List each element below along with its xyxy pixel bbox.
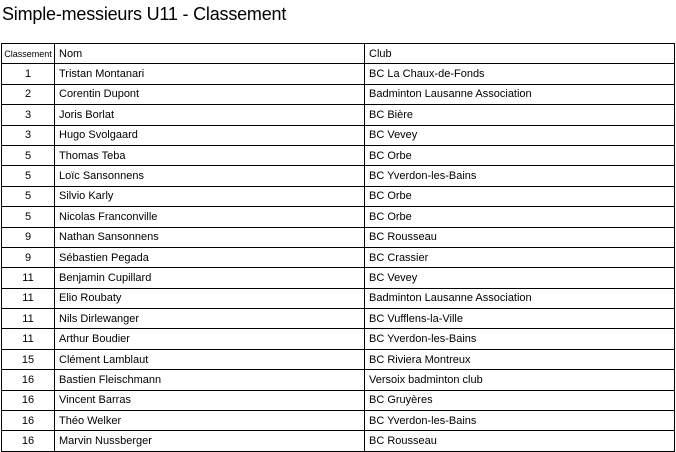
table-row: 11 Nils Dirlewanger BC Vufflens-la-Ville bbox=[1, 308, 675, 330]
name-cell: Vincent Barras bbox=[54, 389, 365, 412]
name-cell: Thomas Teba bbox=[54, 144, 365, 167]
table-row: 1 Tristan Montanari BC La Chaux-de-Fonds bbox=[1, 63, 675, 85]
club-cell: BC Crassier bbox=[364, 246, 675, 269]
club-cell: BC La Chaux-de-Fonds bbox=[364, 63, 675, 85]
name-cell: Corentin Dupont bbox=[54, 83, 365, 106]
rank-cell: 9 bbox=[1, 226, 55, 248]
table-row: 9 Sébastien Pegada BC Crassier bbox=[1, 246, 675, 269]
club-cell: Badminton Lausanne Association bbox=[364, 287, 675, 310]
rank-cell: 11 bbox=[1, 328, 55, 350]
club-cell: BC Yverdon-les-Bains bbox=[364, 328, 675, 350]
name-cell: Nicolas Franconville bbox=[54, 206, 365, 228]
rank-cell: 15 bbox=[1, 348, 55, 371]
name-cell: Joris Borlat bbox=[54, 104, 365, 126]
table-row: 16 Bastien Fleischmann Versoix badminton c… bbox=[1, 369, 675, 391]
club-cell: BC Vevey bbox=[364, 124, 675, 146]
rank-cell: 11 bbox=[1, 308, 55, 330]
name-cell: Théo Welker bbox=[54, 410, 365, 432]
rank-cell: 16 bbox=[1, 430, 55, 452]
rank-cell: 16 bbox=[1, 410, 55, 432]
name-cell: Sébastien Pegada bbox=[54, 246, 365, 269]
header-club: Club bbox=[364, 42, 675, 65]
table-row: 11 Arthur Boudier BC Yverdon-les-Bains bbox=[1, 328, 675, 350]
table-row: 16 Marvin Nussberger BC Rousseau bbox=[1, 430, 675, 452]
table-row: 16 Théo Welker BC Yverdon-les-Bains bbox=[1, 410, 675, 432]
table-row: 5 Loïc Sansonnens BC Yverdon-les-Bains bbox=[1, 165, 675, 187]
club-cell: BC Gruyères bbox=[364, 389, 675, 412]
name-cell: Benjamin Cupillard bbox=[54, 267, 365, 289]
club-cell: BC Orbe bbox=[364, 206, 675, 228]
rank-cell: 9 bbox=[1, 246, 55, 269]
name-cell: Hugo Svolgaard bbox=[54, 124, 365, 146]
name-cell: Nils Dirlewanger bbox=[54, 308, 365, 330]
club-cell: BC Yverdon-les-Bains bbox=[364, 410, 675, 432]
rank-cell: 1 bbox=[1, 63, 55, 85]
header-nom: Nom bbox=[54, 42, 365, 65]
name-cell: Elio Roubaty bbox=[54, 287, 365, 310]
club-cell: BC Riviera Montreux bbox=[364, 348, 675, 371]
rank-cell: 16 bbox=[1, 369, 55, 391]
ranking-table: Classement Nom Club 1 Tristan Montanari BC… bbox=[1, 42, 675, 452]
club-cell: BC Vevey bbox=[364, 267, 675, 289]
club-cell: Versoix badminton club bbox=[364, 369, 675, 391]
name-cell: Marvin Nussberger bbox=[54, 430, 365, 452]
table-row: 5 Silvio Karly BC Orbe bbox=[1, 185, 675, 208]
table-row: 16 Vincent Barras BC Gruyères bbox=[1, 389, 675, 412]
table-row: 9 Nathan Sansonnens BC Rousseau bbox=[1, 226, 675, 248]
rank-cell: 11 bbox=[1, 287, 55, 310]
name-cell: Arthur Boudier bbox=[54, 328, 365, 350]
header-classement: Classement bbox=[1, 42, 55, 65]
table-row: 11 Benjamin Cupillard BC Vevey bbox=[1, 267, 675, 289]
rank-cell: 3 bbox=[1, 124, 55, 146]
name-cell: Loïc Sansonnens bbox=[54, 165, 365, 187]
rank-cell: 3 bbox=[1, 104, 55, 126]
rank-cell: 11 bbox=[1, 267, 55, 289]
club-cell: BC Orbe bbox=[364, 144, 675, 167]
club-cell: BC Rousseau bbox=[364, 226, 675, 248]
name-cell: Silvio Karly bbox=[54, 185, 365, 208]
rank-cell: 5 bbox=[1, 206, 55, 228]
name-cell: Tristan Montanari bbox=[54, 63, 365, 85]
table-row: 5 Thomas Teba BC Orbe bbox=[1, 144, 675, 167]
table-row: 2 Corentin Dupont Badminton Lausanne Assoc… bbox=[1, 83, 675, 106]
rank-cell: 2 bbox=[1, 83, 55, 106]
table-row: 15 Clément Lamblaut BC Riviera Montreux bbox=[1, 348, 675, 371]
rank-cell: 16 bbox=[1, 389, 55, 412]
rank-cell: 5 bbox=[1, 144, 55, 167]
name-cell: Bastien Fleischmann bbox=[54, 369, 365, 391]
club-cell: BC Orbe bbox=[364, 185, 675, 208]
club-cell: BC Vufflens-la-Ville bbox=[364, 308, 675, 330]
club-cell: BC Bière bbox=[364, 104, 675, 126]
table-row: 5 Nicolas Franconville BC Orbe bbox=[1, 206, 675, 228]
page-title: Simple-messieurs U11 - Classement bbox=[2, 4, 287, 24]
club-cell: BC Rousseau bbox=[364, 430, 675, 452]
table-row: 11 Elio Roubaty Badminton Lausanne Associa… bbox=[1, 287, 675, 310]
rank-cell: 5 bbox=[1, 165, 55, 187]
table-header-row: Classement Nom Club bbox=[1, 42, 675, 65]
rank-cell: 5 bbox=[1, 185, 55, 208]
table-row: 3 Hugo Svolgaard BC Vevey bbox=[1, 124, 675, 146]
table-row: 3 Joris Borlat BC Bière bbox=[1, 104, 675, 126]
name-cell: Nathan Sansonnens bbox=[54, 226, 365, 248]
club-cell: Badminton Lausanne Association bbox=[364, 83, 675, 106]
name-cell: Clément Lamblaut bbox=[54, 348, 365, 371]
club-cell: BC Yverdon-les-Bains bbox=[364, 165, 675, 187]
